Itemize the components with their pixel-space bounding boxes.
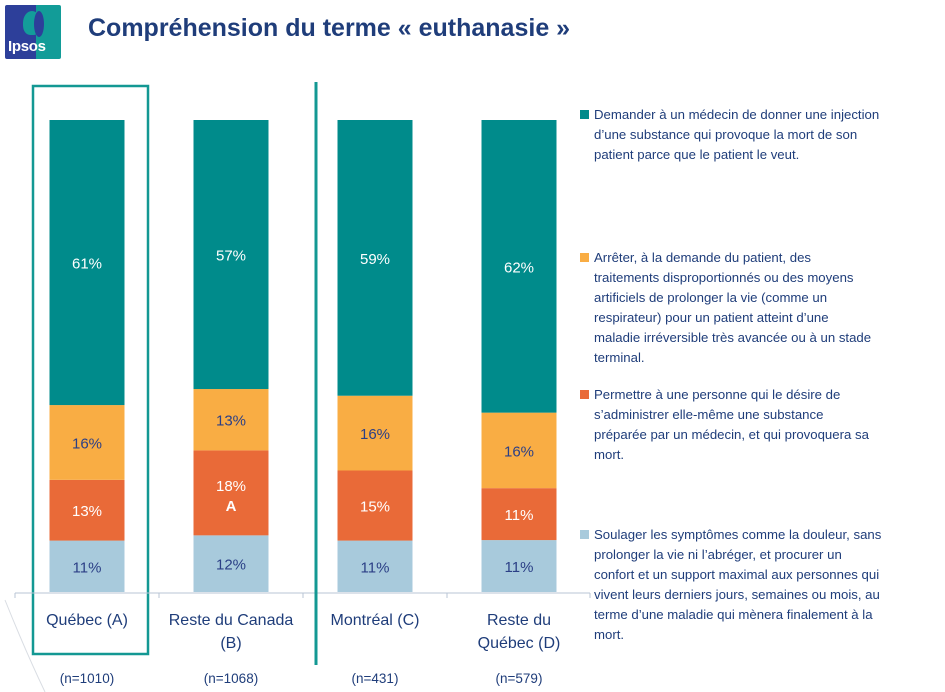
data-label: 11% bbox=[73, 559, 102, 576]
legend-text-line: maladie irréversible très avancée ou à u… bbox=[594, 330, 872, 345]
category-label: Montréal (C) bbox=[331, 612, 420, 629]
legend-text-line: prolonger la vie ni l’abréger, et procur… bbox=[594, 547, 842, 562]
decorative-arc bbox=[4, 599, 46, 692]
legend-text-line: terminal. bbox=[594, 350, 645, 365]
bar-segment bbox=[337, 120, 413, 396]
sample-size-label: (n=1068) bbox=[204, 671, 258, 686]
data-label: 16% bbox=[72, 435, 102, 452]
data-label: 13% bbox=[216, 413, 246, 430]
page-title: Compréhension du terme « euthanasie » bbox=[88, 14, 571, 42]
highlight-frame bbox=[31, 84, 150, 656]
category-label: Reste du bbox=[487, 612, 551, 629]
data-label: 57% bbox=[216, 248, 246, 265]
bar-segment bbox=[49, 479, 125, 541]
sample-size-label: (n=1010) bbox=[60, 671, 114, 686]
bar-segment bbox=[193, 120, 269, 390]
data-label: 18% bbox=[216, 478, 246, 495]
bar-segment bbox=[337, 395, 413, 471]
significance-label: A bbox=[226, 498, 237, 515]
legend-item: Permettre à une personne qui le désire d… bbox=[580, 385, 940, 465]
data-label: 59% bbox=[360, 251, 390, 268]
bar-segment bbox=[481, 412, 557, 489]
legend-text-line: respirateur) pour un patient atteint d’u… bbox=[594, 310, 829, 325]
legend-item: Demander à un médecin de donner une inje… bbox=[580, 105, 940, 165]
bar-segment bbox=[481, 120, 557, 413]
category-label: Reste du Canada bbox=[169, 612, 294, 629]
logo-text: Ipsos bbox=[8, 38, 46, 55]
bar-segment bbox=[49, 540, 125, 592]
sample-size-label: (n=431) bbox=[352, 671, 399, 686]
data-label: 15% bbox=[360, 499, 390, 516]
legend-text-line: mort. bbox=[594, 447, 625, 462]
ipsos-logo: Ipsos bbox=[5, 5, 61, 59]
bar-segment bbox=[193, 450, 269, 536]
category-label: Québec (A) bbox=[46, 612, 128, 629]
bar-segment bbox=[481, 540, 557, 592]
legend-text-line: artificiels de prolonger la vie (comme u… bbox=[594, 290, 828, 305]
logo-face-shape bbox=[34, 11, 44, 37]
legend-text-line: terme d’une maladie qui mènera finalemen… bbox=[594, 607, 873, 622]
bar-segment bbox=[193, 389, 269, 451]
data-label: 12% bbox=[216, 557, 246, 574]
category-label: (B) bbox=[220, 635, 241, 652]
bar-segment bbox=[49, 405, 125, 480]
sample-size-label: (n=579) bbox=[496, 671, 543, 686]
bar-segment bbox=[337, 470, 413, 541]
legend-swatch bbox=[580, 253, 589, 262]
legend-swatch bbox=[580, 110, 589, 119]
bar-segment bbox=[481, 488, 557, 541]
legend-text-line: Arrêter, à la demande du patient, des bbox=[594, 250, 812, 265]
data-label: 61% bbox=[72, 256, 102, 273]
legend-text-line: Soulager les symptômes comme la douleur,… bbox=[594, 527, 882, 542]
data-label: 62% bbox=[504, 259, 534, 276]
legend-text-line: patient parce que le patient le veut. bbox=[594, 147, 800, 162]
legend-text-line: préparée par un médecin, et qui provoque… bbox=[594, 427, 869, 442]
legend-text-line: Permettre à une personne qui le désire d… bbox=[594, 387, 841, 402]
bar-segment bbox=[49, 120, 125, 406]
bar-segment bbox=[337, 540, 413, 592]
legend-text-line: mort. bbox=[594, 627, 625, 642]
bar-segment bbox=[193, 535, 269, 592]
legend-text-line: traitements disproportionnés ou des moye… bbox=[594, 270, 854, 285]
legend-text-line: vivent leurs derniers jours, semaines ou… bbox=[594, 587, 880, 602]
legend-text-line: confort et un support maximal aux person… bbox=[594, 567, 880, 582]
data-label: 11% bbox=[505, 559, 534, 576]
legend-swatch bbox=[580, 390, 589, 399]
legend-item: Soulager les symptômes comme la douleur,… bbox=[580, 525, 940, 645]
legend-text-line: s’administrer elle-même une substance bbox=[594, 407, 824, 422]
legend-item: Arrêter, à la demande du patient, des tra… bbox=[580, 248, 940, 368]
legend-swatch bbox=[580, 530, 589, 539]
data-label: 11% bbox=[361, 559, 390, 576]
data-label: 11% bbox=[505, 507, 534, 524]
legend-text-line: Demander à un médecin de donner une inje… bbox=[594, 107, 880, 122]
data-label: 16% bbox=[504, 443, 534, 460]
legend-text-line: d’une substance qui provoque la mort de … bbox=[594, 127, 858, 142]
data-label: 13% bbox=[72, 503, 102, 520]
category-label: Québec (D) bbox=[478, 635, 561, 652]
data-label: 16% bbox=[360, 426, 390, 443]
